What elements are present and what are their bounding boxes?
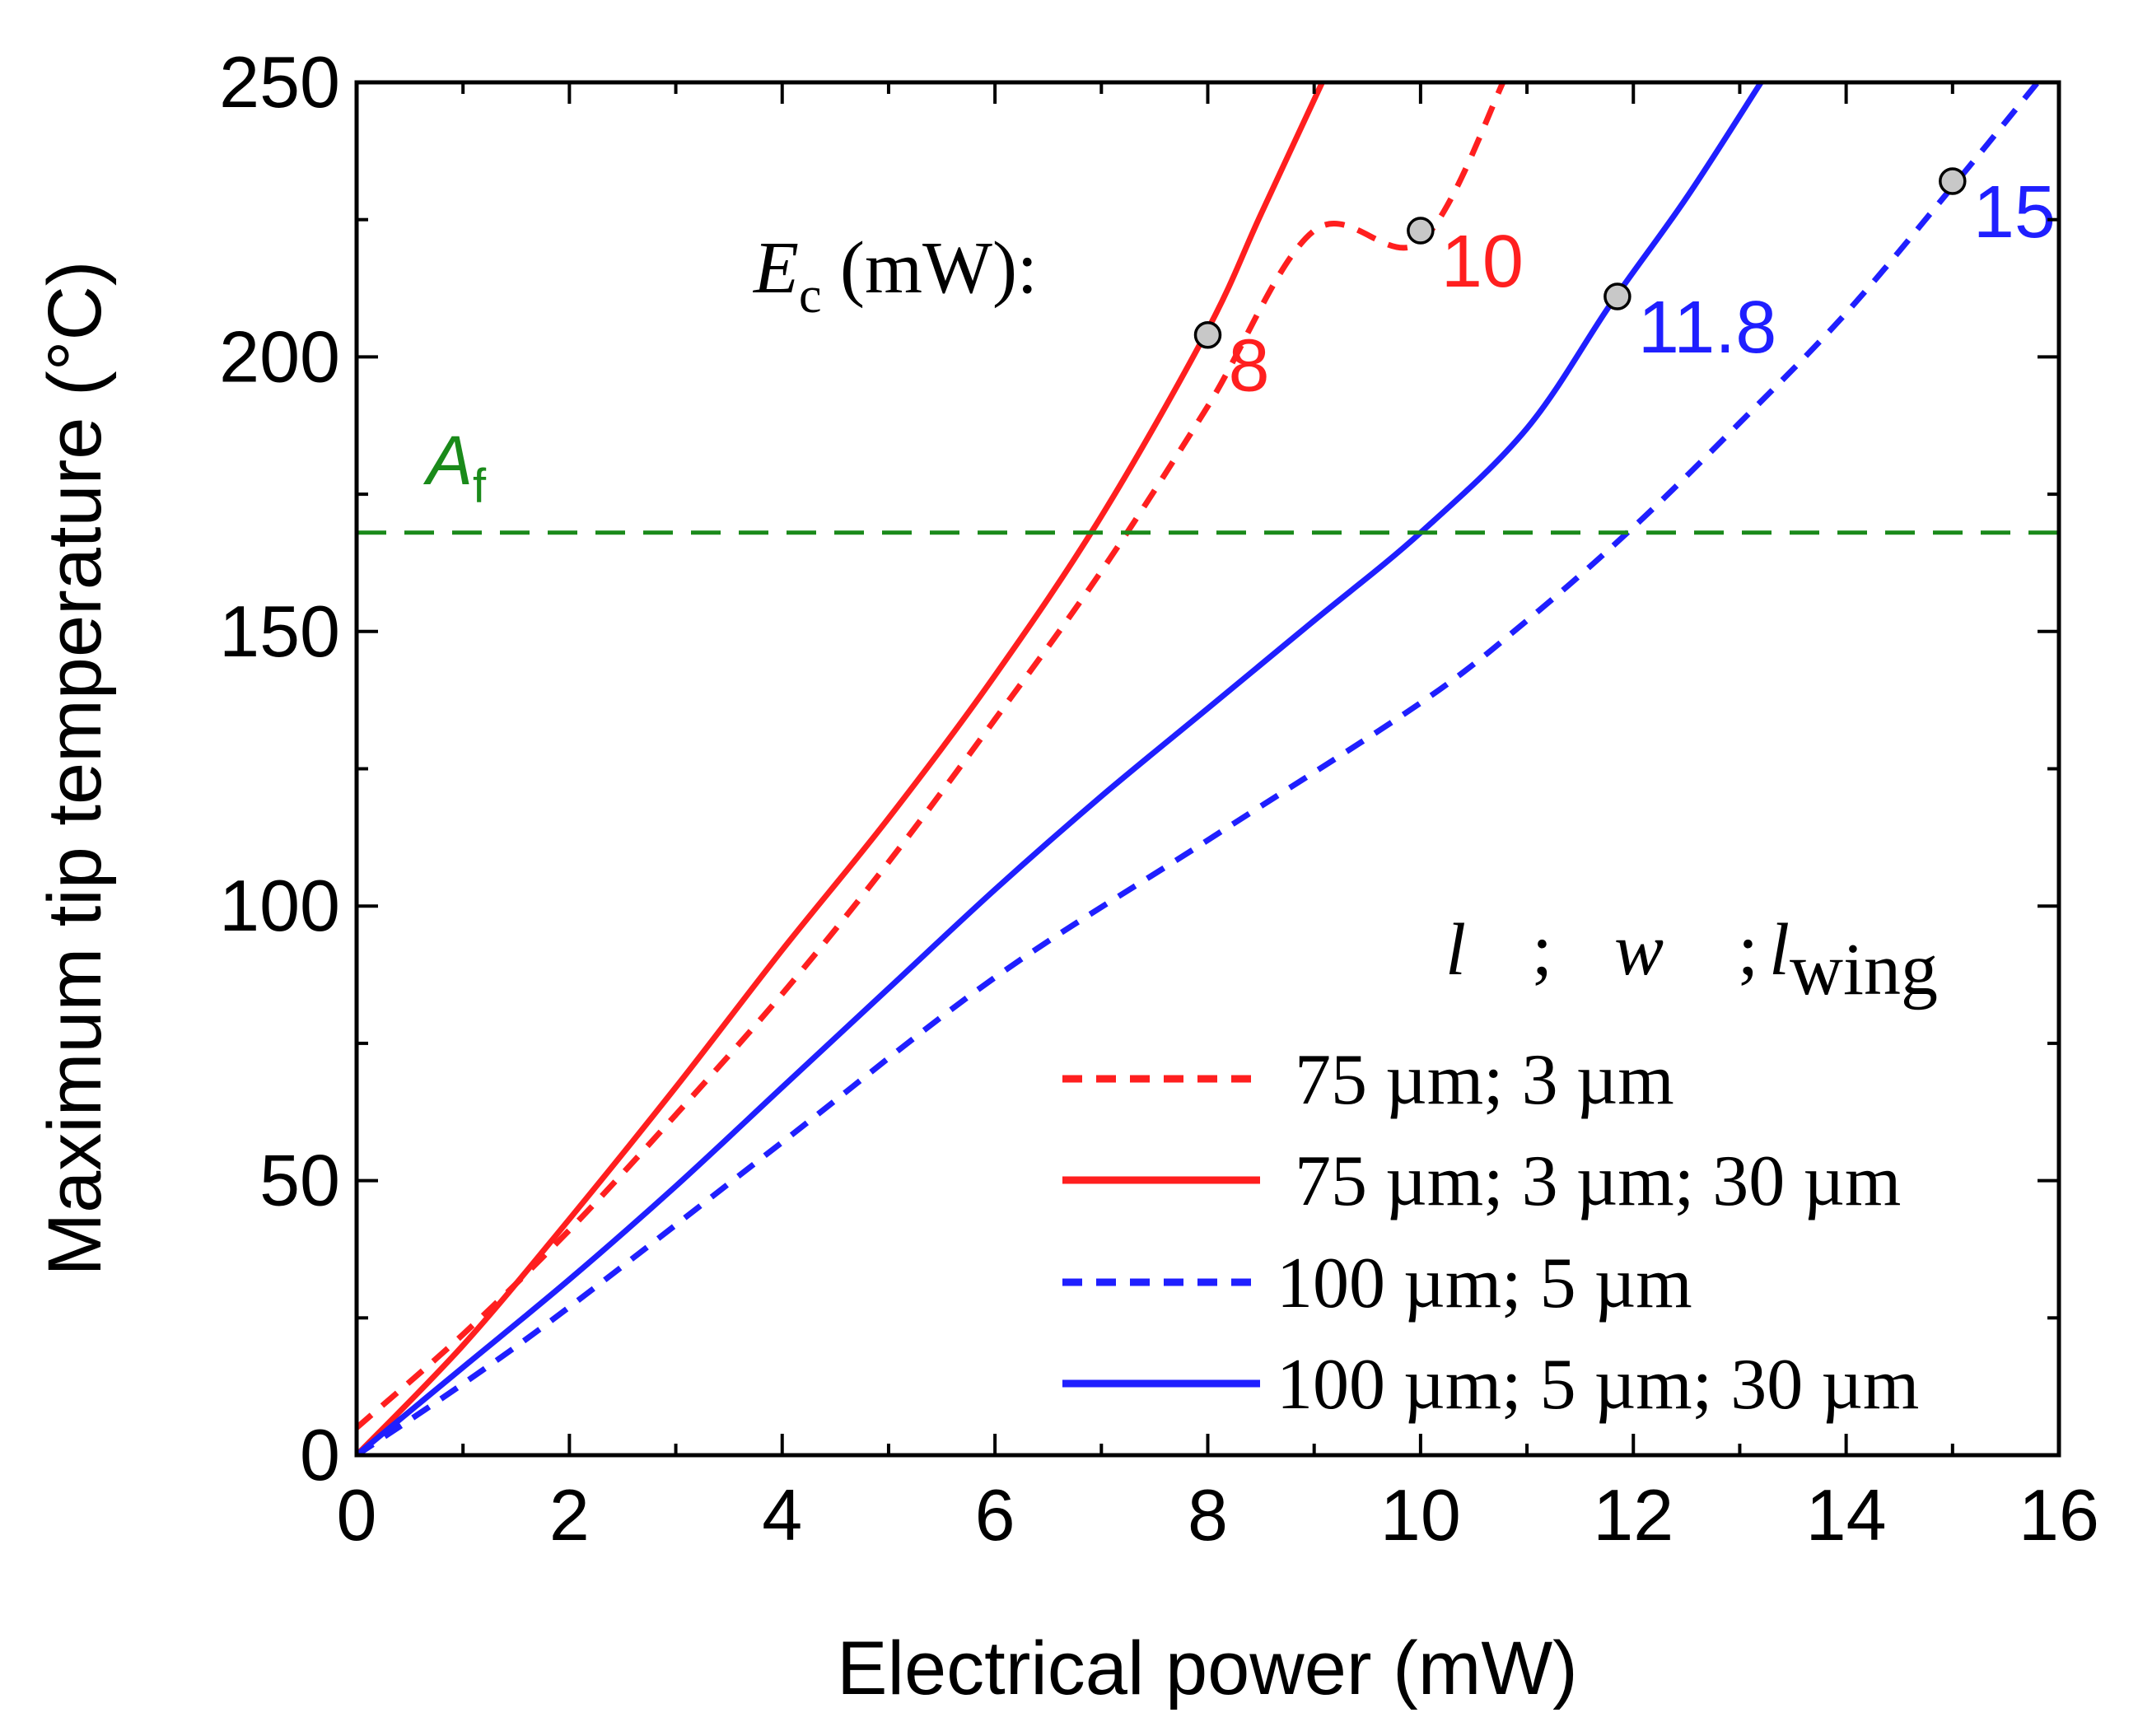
x-tick-label: 0 xyxy=(337,1474,377,1556)
legend-header-lwing-sub: wing xyxy=(1790,929,1938,1010)
legend-label: 75 µm; 3 µm; 30 µm xyxy=(1277,1141,1901,1221)
critical-points-title-sub: c xyxy=(799,268,822,324)
y-tick-label: 200 xyxy=(219,315,340,397)
x-ticks: 0 2 4 6 8 10 12 14 16 xyxy=(337,82,2099,1556)
legend-header: l; w; lwing xyxy=(1445,909,1938,1010)
legend-header-sep2: ; xyxy=(1738,909,1758,991)
legend-label: 100 µm; 5 µm; 30 µm xyxy=(1277,1345,1919,1425)
y-tick-label: 150 xyxy=(219,590,340,672)
y-axis-title: Maximum tip temperature (°C) xyxy=(33,260,117,1276)
legend-header-sep1: ; xyxy=(1532,909,1552,991)
critical-point-label: 10 xyxy=(1441,221,1524,303)
reference-line-label-main: A xyxy=(422,422,473,499)
reference-line-label-sub: f xyxy=(473,460,487,513)
critical-points-title-main: E xyxy=(752,227,799,309)
y-tick-label: 0 xyxy=(300,1414,340,1496)
x-tick-label: 12 xyxy=(1593,1474,1674,1556)
plot-frame xyxy=(354,80,2061,1458)
legend-label: 100 µm; 5 µm xyxy=(1277,1244,1692,1323)
critical-point-marker xyxy=(1604,282,1632,310)
critical-point-marker xyxy=(1407,217,1435,245)
legend-header-w: w xyxy=(1614,909,1664,991)
series-line-3 xyxy=(357,82,1764,1455)
y-tick-label: 250 xyxy=(219,41,340,123)
x-axis-title: Electrical power (mW) xyxy=(837,1626,1578,1710)
series-line-1 xyxy=(357,82,1326,1455)
reference-line-label: Af xyxy=(422,422,487,513)
critical-points-title: Ec (mW): xyxy=(752,227,1038,324)
y-tick-label: 100 xyxy=(219,865,340,946)
series-line-0 xyxy=(357,82,1506,1430)
x-tick-label: 10 xyxy=(1380,1474,1461,1556)
critical-points-title-suffix: (mW): xyxy=(822,227,1038,309)
x-tick-label: 4 xyxy=(762,1474,802,1556)
x-tick-label: 2 xyxy=(549,1474,590,1556)
legend-entries: 75 µm; 3 µm 75 µm; 3 µm; 30 µm 100 µm; 5 … xyxy=(1062,1040,1919,1425)
legend-label: 75 µm; 3 µm xyxy=(1277,1040,1674,1120)
legend-header-lwing: l xyxy=(1769,909,1790,991)
y-ticks: 0 50 100 150 200 250 xyxy=(219,41,2059,1496)
series-layer xyxy=(357,82,2040,1455)
series-line-2 xyxy=(357,82,2040,1455)
critical-point-marker xyxy=(1939,167,1967,195)
critical-point-label: 8 xyxy=(1229,325,1270,408)
x-tick-label: 16 xyxy=(2019,1474,2099,1556)
y-tick-label: 50 xyxy=(259,1140,340,1221)
legend: l; w; lwing 75 µm; 3 µm 75 µm; 3 µm; 30 µm… xyxy=(1062,909,1938,1425)
critical-points-layer: 8 10 11.8 15 xyxy=(1193,167,2056,408)
x-tick-label: 14 xyxy=(1806,1474,1887,1556)
x-tick-label: 8 xyxy=(1188,1474,1228,1556)
legend-header-l: l xyxy=(1445,909,1466,991)
critical-point-label: 11.8 xyxy=(1638,287,1777,369)
critical-point-label: 15 xyxy=(1973,171,2056,254)
x-tick-label: 6 xyxy=(975,1474,1015,1556)
critical-point-marker xyxy=(1193,320,1222,349)
